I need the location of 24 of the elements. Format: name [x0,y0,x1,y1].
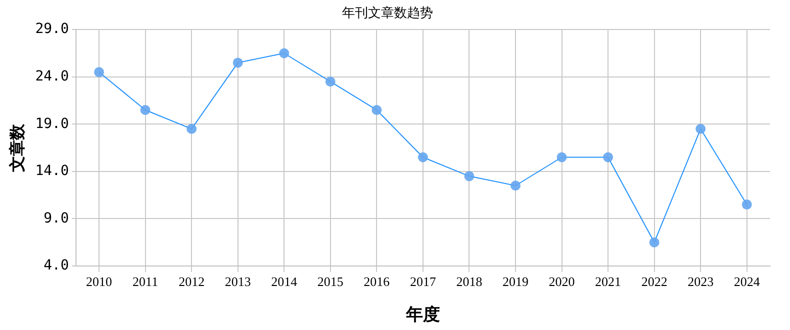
x-tick-label: 2017 [410,274,436,290]
y-tick-label: 14.0 [35,163,69,180]
y-axis-title: 文章数 [8,122,27,173]
x-tick-label: 2020 [548,274,575,290]
x-tick-label: 2018 [456,274,482,290]
chart-title: 年刊文章数趋势 [342,5,433,20]
y-tick-label: 29.0 [35,21,69,38]
y-tick-label: 9.0 [44,210,69,226]
y-tick-label: 4.0 [44,258,69,274]
x-axis-title: 年度 [404,305,440,324]
x-tick-label: 2010 [86,274,112,290]
x-tick-label: 2019 [502,274,528,290]
x-tick-label: 2014 [271,274,298,290]
y-tick-label: 24.0 [35,68,69,85]
x-tick-label: 2023 [688,274,714,290]
x-tick-label: 2021 [595,274,622,290]
x-tick-label: 2011 [132,274,158,290]
x-tick-label: 2022 [641,274,668,290]
x-tick-label: 2015 [317,274,344,290]
x-tick-label: 2013 [224,274,251,290]
y-tick-label: 19.0 [35,116,69,132]
x-tick-label: 2024 [734,274,760,290]
x-tick-label: 2012 [178,274,205,290]
x-tick-label: 2016 [364,274,390,290]
